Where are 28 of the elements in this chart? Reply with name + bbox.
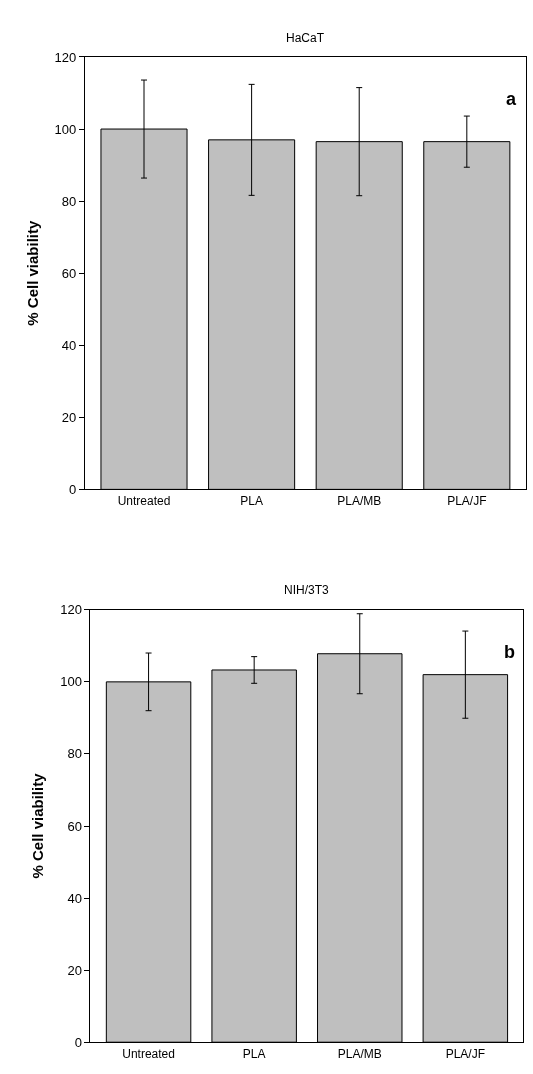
y-tick-label: 120 <box>54 49 77 65</box>
x-tick-label: PLA/JF <box>447 493 487 508</box>
x-tick-label: PLA <box>240 493 263 508</box>
y-tick-label: 100 <box>60 674 82 690</box>
y-tick-label: 20 <box>61 409 77 425</box>
x-tick-label: Untreated <box>117 493 171 508</box>
y-tick-label: 60 <box>67 818 82 834</box>
y-axis-title: % Cell viability <box>29 772 47 879</box>
x-tick-label: PLA <box>242 1046 266 1061</box>
y-tick-label: 0 <box>74 1034 82 1050</box>
y-tick-label: 60 <box>61 265 77 281</box>
x-tick-label: PLA/MB <box>337 493 382 508</box>
annotation: b <box>504 642 515 662</box>
y-tick-label: 40 <box>61 337 77 353</box>
y-tick-label: 80 <box>61 193 77 209</box>
chart-title: NIH/3T3 <box>284 583 329 597</box>
annotation: a <box>506 89 517 109</box>
x-tick-label: PLA/MB <box>337 1046 382 1061</box>
y-tick-label: 0 <box>68 481 77 497</box>
x-tick-label: Untreated <box>122 1046 175 1061</box>
y-tick-label: 40 <box>67 890 82 906</box>
chart-title: HaCaT <box>286 31 325 45</box>
y-axis-title: % Cell viability <box>23 220 41 326</box>
y-tick-label: 80 <box>67 746 82 762</box>
y-tick-label: 20 <box>67 962 82 978</box>
y-tick-label: 100 <box>54 121 77 137</box>
y-tick-label: 120 <box>60 602 82 618</box>
x-tick-label: PLA/JF <box>445 1046 486 1061</box>
